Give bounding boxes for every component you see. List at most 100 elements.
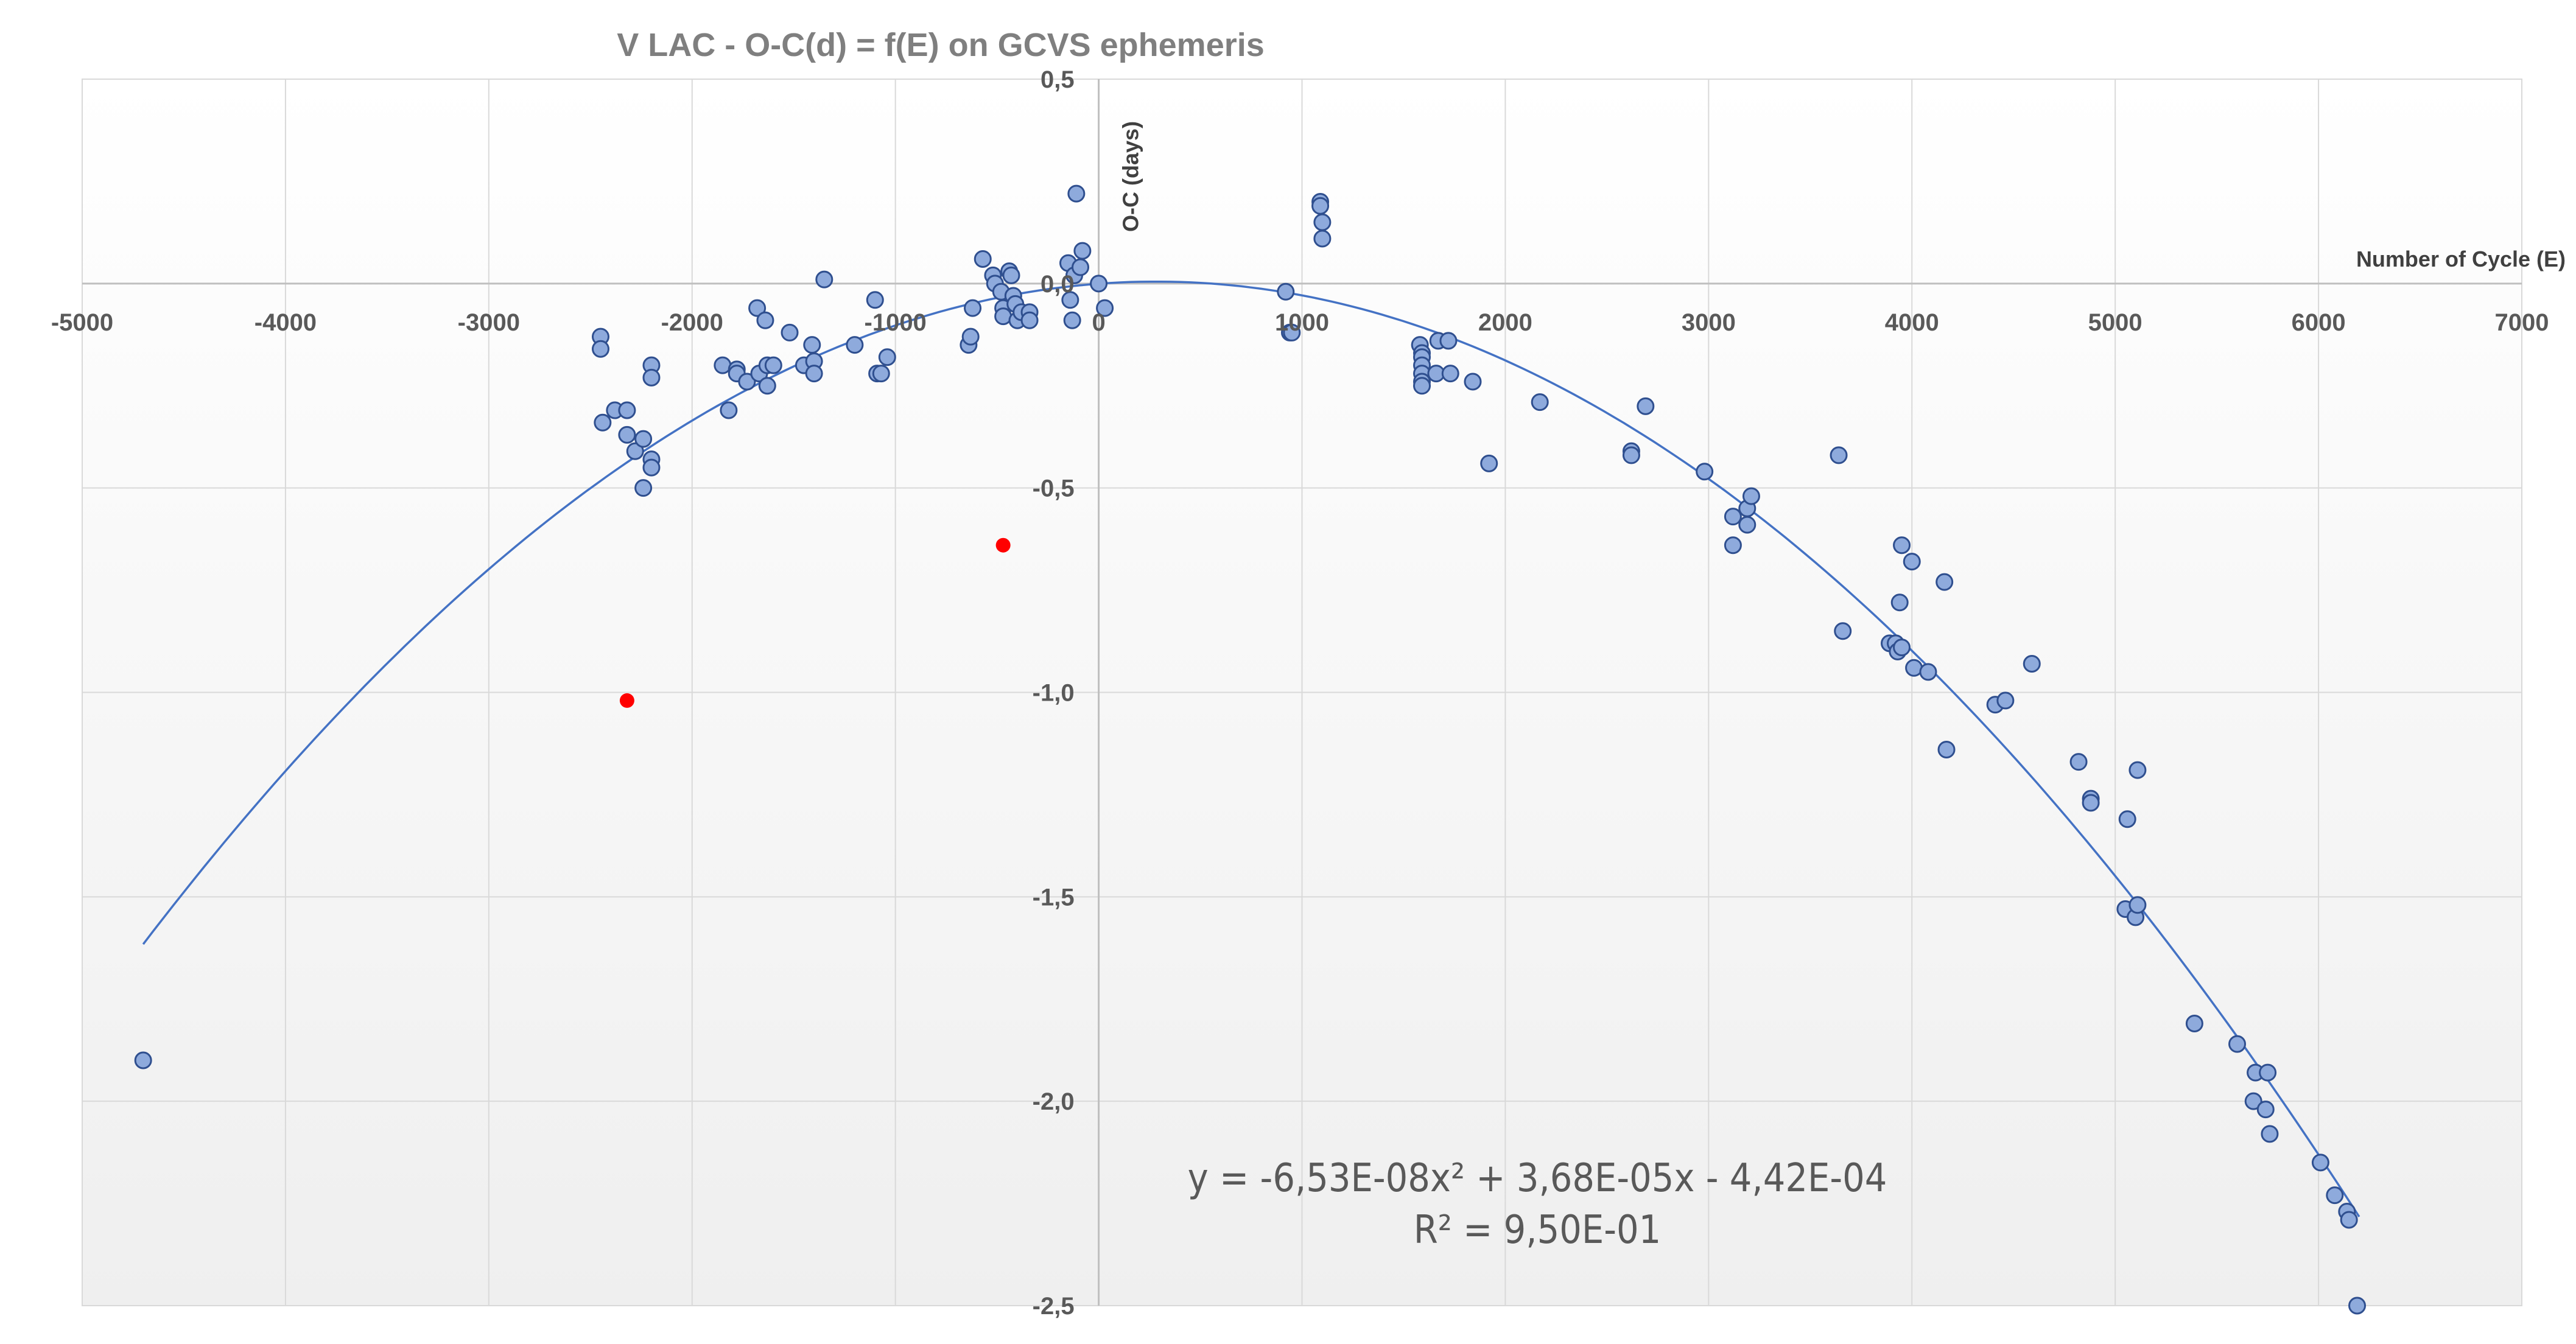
x-tick-label: -1000 bbox=[865, 309, 927, 336]
data-point bbox=[1073, 242, 1092, 260]
data-point bbox=[634, 430, 653, 448]
data-point bbox=[2069, 753, 2088, 771]
data-point bbox=[2082, 794, 2100, 812]
data-point bbox=[1061, 291, 1079, 309]
data-point bbox=[1090, 275, 1108, 293]
data-point bbox=[2129, 896, 2147, 914]
x-tick-label: -4000 bbox=[254, 309, 317, 336]
data-point bbox=[1834, 622, 1852, 640]
data-point bbox=[872, 365, 890, 383]
data-point bbox=[1063, 311, 1081, 329]
data-point bbox=[642, 368, 661, 387]
data-point bbox=[618, 401, 636, 419]
trendline-group bbox=[142, 280, 2360, 1217]
data-point bbox=[1002, 266, 1020, 284]
data-point bbox=[1893, 536, 1911, 555]
x-axis-title: Number of Cycle (E) bbox=[2356, 247, 2566, 271]
data-point bbox=[1283, 323, 1301, 341]
data-point bbox=[748, 299, 767, 317]
data-point bbox=[1441, 365, 1459, 383]
data-point bbox=[846, 336, 864, 354]
y-tick-label: -0,5 bbox=[1033, 475, 1075, 502]
data-point bbox=[1738, 516, 1757, 534]
data-point bbox=[720, 401, 738, 419]
x-tick-label: 2000 bbox=[1478, 309, 1532, 336]
data-point bbox=[2259, 1063, 2277, 1082]
data-point bbox=[1464, 373, 1482, 391]
data-point bbox=[1724, 536, 1742, 555]
data-point bbox=[1480, 454, 1498, 472]
data-point bbox=[803, 336, 821, 354]
x-tick-label: -3000 bbox=[458, 309, 520, 336]
data-point bbox=[1890, 593, 1909, 612]
data-point bbox=[1531, 393, 1549, 411]
data-point bbox=[2129, 761, 2147, 779]
data-point bbox=[756, 311, 774, 329]
x-tick-label: 0 bbox=[1092, 309, 1105, 336]
data-point bbox=[1067, 184, 1086, 203]
data-point bbox=[1277, 282, 1295, 301]
data-point bbox=[2311, 1153, 2329, 1172]
data-point bbox=[2185, 1015, 2203, 1033]
data-point bbox=[2228, 1035, 2247, 1053]
x-tick-label: 7000 bbox=[2495, 309, 2549, 336]
data-point bbox=[878, 348, 896, 366]
data-points bbox=[134, 184, 2367, 1315]
data-point bbox=[1313, 229, 1332, 248]
data-point bbox=[594, 413, 612, 432]
data-point bbox=[626, 442, 644, 460]
x-tick-label: -5000 bbox=[51, 309, 113, 336]
trendline bbox=[142, 280, 2360, 1217]
data-point bbox=[1893, 639, 1911, 657]
data-point bbox=[2261, 1125, 2279, 1143]
trendline-equation: y = -6,53E-08x² + 3,68E-05x - 4,42E-04 bbox=[1188, 1156, 1887, 1201]
data-point bbox=[1311, 197, 1330, 215]
data-point bbox=[866, 291, 884, 309]
data-point bbox=[134, 1051, 152, 1069]
data-point bbox=[2023, 654, 2041, 673]
y-axis-title: O-C (days) bbox=[1118, 121, 1143, 232]
data-point bbox=[1096, 299, 1114, 317]
data-point bbox=[1439, 332, 1458, 350]
data-point bbox=[758, 377, 776, 395]
data-point bbox=[2348, 1297, 2367, 1315]
data-point bbox=[961, 327, 980, 346]
data-point bbox=[1919, 663, 1937, 681]
y-tick-label: 0,0 bbox=[1041, 271, 1075, 298]
data-point bbox=[1724, 508, 1742, 526]
data-point bbox=[1413, 377, 1431, 395]
data-point bbox=[2244, 1092, 2262, 1110]
data-point bbox=[618, 425, 636, 444]
data-point bbox=[2256, 1101, 2275, 1119]
y-tick-label: -1,0 bbox=[1033, 680, 1075, 707]
x-tick-label: 3000 bbox=[1682, 309, 1736, 336]
data-point bbox=[1742, 487, 1760, 505]
data-point bbox=[781, 323, 799, 341]
data-point bbox=[1020, 311, 1039, 329]
data-point bbox=[1622, 446, 1640, 464]
data-point bbox=[1072, 258, 1090, 276]
data-point bbox=[1830, 446, 1848, 464]
data-point bbox=[974, 250, 992, 268]
data-point bbox=[2340, 1211, 2358, 1229]
data-point bbox=[1996, 691, 2015, 710]
data-point bbox=[1936, 573, 1954, 591]
data-point bbox=[1637, 397, 1655, 415]
data-point bbox=[815, 270, 834, 289]
data-point bbox=[2326, 1186, 2344, 1205]
tick-labels: -5000 -4000 -3000 -2000 -1000 0 1000 2000 3000 40… bbox=[51, 66, 2549, 1320]
outlier-point bbox=[995, 537, 1011, 553]
x-tick-label: 4000 bbox=[1885, 309, 1939, 336]
x-tick-label: 6000 bbox=[2292, 309, 2346, 336]
y-tick-label: -2,5 bbox=[1033, 1293, 1075, 1320]
data-point bbox=[738, 373, 756, 391]
r-squared-label: R² = 9,50E-01 bbox=[1414, 1208, 1661, 1253]
data-point bbox=[964, 299, 982, 317]
data-point bbox=[591, 340, 609, 358]
data-point bbox=[2118, 810, 2136, 828]
data-point bbox=[1937, 741, 1956, 759]
x-tick-label: -2000 bbox=[661, 309, 723, 336]
outlier-point bbox=[619, 693, 634, 708]
